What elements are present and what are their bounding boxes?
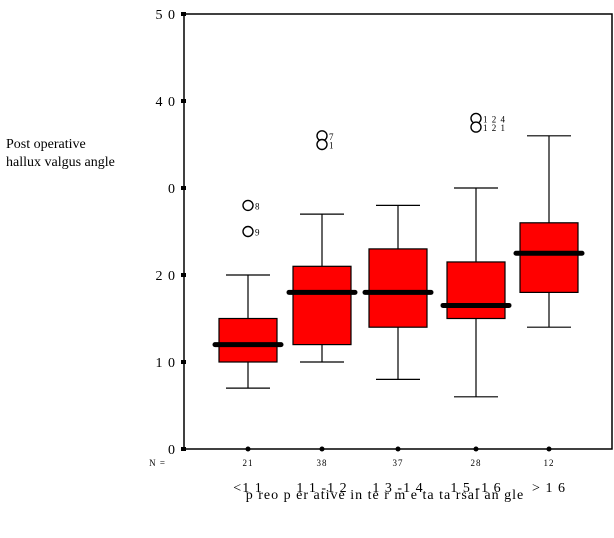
outlier-point [242, 199, 254, 212]
outlier-label: 7 [329, 132, 335, 142]
n-label: N = [149, 458, 166, 468]
box-4 [519, 222, 579, 294]
x-tick-mark [319, 446, 325, 452]
n-count-0: 21 [243, 458, 254, 468]
n-count-1: 38 [317, 458, 328, 468]
box-1 [292, 265, 352, 346]
outlier-label: 1 2 4 [483, 114, 506, 124]
box-2 [368, 248, 428, 328]
y-tick-mark [181, 447, 186, 451]
outlier-point [470, 121, 482, 133]
y-axis-label: Post operative hallux valgus angle [6, 136, 156, 172]
y-tick-label-1: 1 0 [156, 356, 177, 371]
y-tick-label-2: 2 0 [156, 269, 177, 284]
outlier-label: 9 [255, 228, 261, 238]
x-tick-mark [473, 446, 479, 452]
outlier-point [316, 138, 328, 151]
n-count-3: 28 [471, 458, 482, 468]
n-count-2: 37 [393, 458, 404, 468]
x-tick-label-2: 1 3 -1 4 [372, 481, 423, 496]
y-tick-mark [181, 99, 186, 103]
n-count-4: 12 [544, 458, 555, 468]
x-tick-label-0: <1 1 [233, 481, 262, 496]
x-tick-label-4: > 1 6 [532, 481, 566, 496]
outlier-label: 1 [329, 141, 335, 151]
outlier-label: 1 2 1 [483, 123, 506, 133]
y-axis-label-line-1: Post operative [6, 137, 86, 152]
y-tick-label-0: 0 [168, 443, 176, 458]
y-tick-mark [181, 360, 186, 364]
y-tick-mark [181, 12, 186, 16]
outlier-label: 8 [255, 201, 261, 211]
y-tick-mark [181, 273, 186, 277]
y-tick-mark [181, 186, 186, 190]
outlier-point [242, 225, 254, 238]
box-0 [218, 317, 278, 363]
x-tick-mark [245, 446, 251, 452]
y-tick-label-5: 5 0 [156, 8, 177, 23]
y-axis-label-line-2: hallux valgus angle [6, 155, 115, 170]
box-3 [446, 261, 506, 320]
x-tick-label-1: 1 1 -1 2 [296, 481, 347, 496]
x-tick-mark [395, 446, 401, 452]
x-axis-label: p reo p er ative in te r m e ta ta rsal … [245, 488, 525, 503]
x-tick-mark [546, 446, 552, 452]
x-tick-label-3: 1 5 -1 6 [450, 481, 501, 496]
y-tick-label-4: 4 0 [156, 95, 177, 110]
y-tick-label-3: 0 [168, 182, 176, 197]
